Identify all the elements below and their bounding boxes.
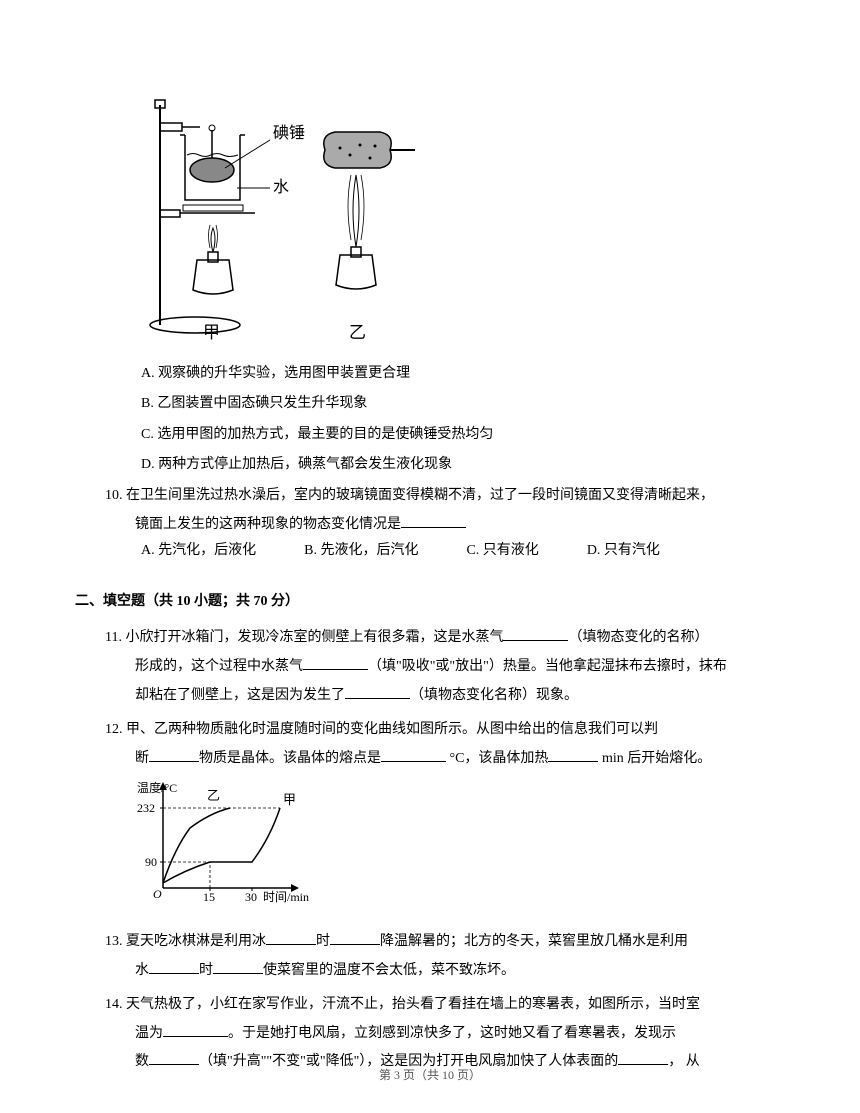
svg-text:碘锤: 碘锤 (273, 124, 305, 142)
melting-curve-chart: 232 90 15 30 甲 乙 温度/°C 时间/m (135, 778, 785, 919)
svg-text:时间/min: 时间/min (263, 890, 309, 904)
q10-option-d: D. 只有汽化 (587, 538, 660, 565)
q10-option-a: A. 先汽化，后液化 (141, 538, 256, 565)
svg-text:乙: 乙 (207, 788, 220, 803)
q11-line2: 形成的，这个过程中水蒸气（填"吸收"或"放出"）热量。当他拿起湿抹布去擦时，抹布 (75, 652, 785, 681)
q12-line1: 12. 甲、乙两种物质融化时温度随时间的变化曲线如图所示。从图中给出的信息我们可… (75, 717, 785, 744)
svg-text:232: 232 (137, 801, 155, 815)
q13-line2: 水时使菜窖里的温度不会太低，菜不致冻坏。 (75, 956, 785, 985)
q9-option-d: D. 两种方式停止加热后，碘蒸气都会发生液化现象 (75, 452, 785, 479)
section-header-2: 二、填空题（共 10 小题；共 70 分） (75, 589, 785, 616)
apparatus-diagram: 碘锤 水 甲 乙 (125, 80, 785, 351)
svg-text:甲: 甲 (283, 792, 296, 807)
q10-line2: 镜面上发生的这两种现象的物态变化情况是 (75, 510, 785, 539)
svg-text:15: 15 (203, 890, 215, 904)
q12-line2: 断物质是晶体。该晶体的熔点是 °C，该晶体加热 min 后开始熔化。 (75, 744, 785, 773)
svg-text:水: 水 (273, 178, 289, 196)
q14-line2: 温为。于是她打电风扇，立刻感到凉快多了，这时她又看了看寒暑表，发现示 (75, 1019, 785, 1048)
q11-line3: 却粘在了侧壁上，这是因为发生了（填物态变化名称）现象。 (75, 681, 785, 710)
svg-text:乙: 乙 (349, 323, 366, 340)
svg-text:90: 90 (145, 855, 157, 869)
svg-text:温度/°C: 温度/°C (137, 780, 177, 795)
q10-option-b: B. 先液化，后汽化 (304, 538, 418, 565)
svg-text:30: 30 (245, 890, 257, 904)
q14-line1: 14. 天气热极了，小红在家写作业，汗流不止，抬头看了看挂在墙上的寒暑表，如图所… (75, 992, 785, 1019)
svg-text:甲: 甲 (203, 323, 220, 340)
q13-line1: 13. 夏天吃冰棋淋是利用冰时降温解暑的；北方的冬天，菜窖里放几桶水是利用 (75, 927, 785, 956)
q9-option-a: A. 观察碘的升华实验，选用图甲装置更合理 (75, 361, 785, 388)
q9-option-b: B. 乙图装置中固态碘只发生升华现象 (75, 391, 785, 418)
q9-option-c: C. 选用甲图的加热方式，最主要的目的是使碘锤受热均匀 (75, 422, 785, 449)
svg-text:O: O (153, 887, 162, 901)
q10-option-c: C. 只有液化 (466, 538, 538, 565)
q11-line1: 11. 小欣打开冰箱门，发现冷冻室的侧壁上有很多霜，这是水蒸气（填物态变化的名称… (75, 623, 785, 652)
page-footer: 第 3 页（共 10 页） (0, 1066, 860, 1083)
q10-line1: 10. 在卫生间里洗过热水澡后，室内的玻璃镜面变得模糊不清，过了一段时间镜面又变… (75, 483, 785, 510)
